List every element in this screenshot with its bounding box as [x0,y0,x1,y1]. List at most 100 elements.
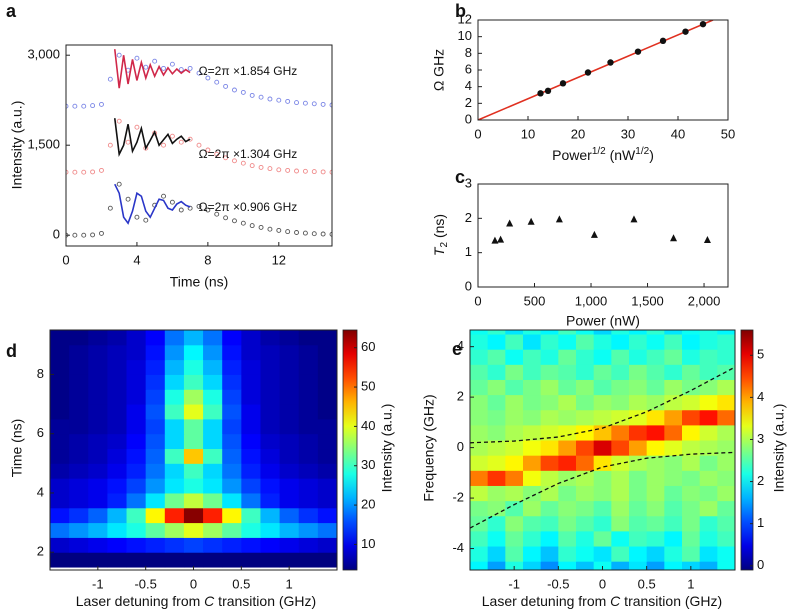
fit-line [114,183,191,225]
heat-cell [540,379,559,396]
heat-cell [279,389,300,405]
heat-cell [664,500,683,517]
heat-cell [593,349,612,365]
heat-cell [126,344,147,361]
heat-cell [505,330,524,335]
heat-cell [241,344,261,361]
heat-cell [279,537,300,553]
heat-cell [88,448,108,464]
label-part: transition (GHz) [214,593,316,609]
plot-area [66,49,332,238]
heat-cell [717,515,735,532]
marker [178,207,184,213]
marker [116,181,122,187]
heat-cell [88,389,108,405]
heat-cell [69,448,89,464]
heat-cell [576,470,595,486]
colorbar [740,329,754,571]
label-part: (ns) [431,214,447,242]
heat-cell [222,433,242,450]
marker [161,193,166,199]
heat-cell [298,344,319,361]
heat-cell [107,552,128,568]
heat-cell [69,492,89,509]
heat-cell [50,537,70,553]
heat-cell [88,492,108,509]
heat-cell [107,330,128,331]
heat-cell [540,330,559,335]
heat-cell [260,374,281,390]
y-tick-label: 6 [37,425,44,440]
heat-cell [88,463,108,479]
heat-cell [69,507,89,524]
heat-cell [107,492,128,509]
colorbar-tick-label: 10 [361,536,375,551]
heat-cell [203,418,223,435]
heat-cell [505,379,524,396]
heat-cell [487,364,506,380]
heat-cell [279,522,300,538]
heat-cell [646,379,665,396]
heat-cell [558,455,577,471]
marker [491,236,499,244]
heat-cell [317,418,337,435]
heat-cell [487,515,506,532]
heat-cell [576,364,595,380]
heat-cell [611,364,630,380]
heat-cell [558,409,577,426]
heat-cell [50,374,70,390]
y-tick-label: 0 [465,111,472,126]
heat-cell [576,334,595,350]
heat-cell [88,374,108,390]
heat-cell [664,364,683,380]
heat-cell [611,330,630,335]
marker [107,205,113,211]
heat-cell [540,394,559,411]
heat-cell [50,330,70,331]
heat-cell [699,394,718,411]
heat-cell [203,448,223,464]
marker [276,97,282,103]
heat-cell [593,379,612,396]
heat-cell [126,492,147,509]
x-tick-label: 12 [272,252,286,267]
y-tick-label: -4 [452,540,464,555]
y-axis-label: Frequency (GHz) [421,394,437,501]
heat-cell [317,537,337,553]
marker [169,133,175,139]
heat-cell [523,500,542,517]
marker [161,142,166,148]
heat-cell [50,507,70,524]
heat-cell [505,470,524,486]
colorbar-tick-label: 2 [757,473,764,488]
y-tick-label: 4 [457,338,464,353]
heat-cell [88,359,108,375]
x-tick-label: -1 [508,576,520,591]
x-tick-label: -0.5 [134,576,156,591]
y-tick-label: 0 [465,278,472,293]
x-tick-label: 30 [621,126,635,141]
heat-cell [487,455,506,471]
fit-line [113,118,191,157]
heat-cell [558,394,577,411]
label-part: T [431,246,447,256]
heat-cell [164,522,185,538]
heat-cell [126,537,147,553]
heat-cell [88,478,108,494]
heat-cell [540,500,559,517]
marker [99,101,104,107]
heat-cell [646,394,665,411]
heat-cell [317,507,337,524]
heat-cell [629,515,648,532]
heat-cell [593,364,612,380]
heat-cell [164,448,185,464]
heat-cell [260,448,281,464]
y-tick-label: 12 [458,11,472,26]
heat-cell [682,500,701,517]
heat-cell [241,537,261,553]
heat-cell [222,552,242,568]
heat-cell [505,500,524,517]
heat-cell [317,463,337,479]
heat-cell [611,530,630,547]
heat-cell [222,404,242,420]
